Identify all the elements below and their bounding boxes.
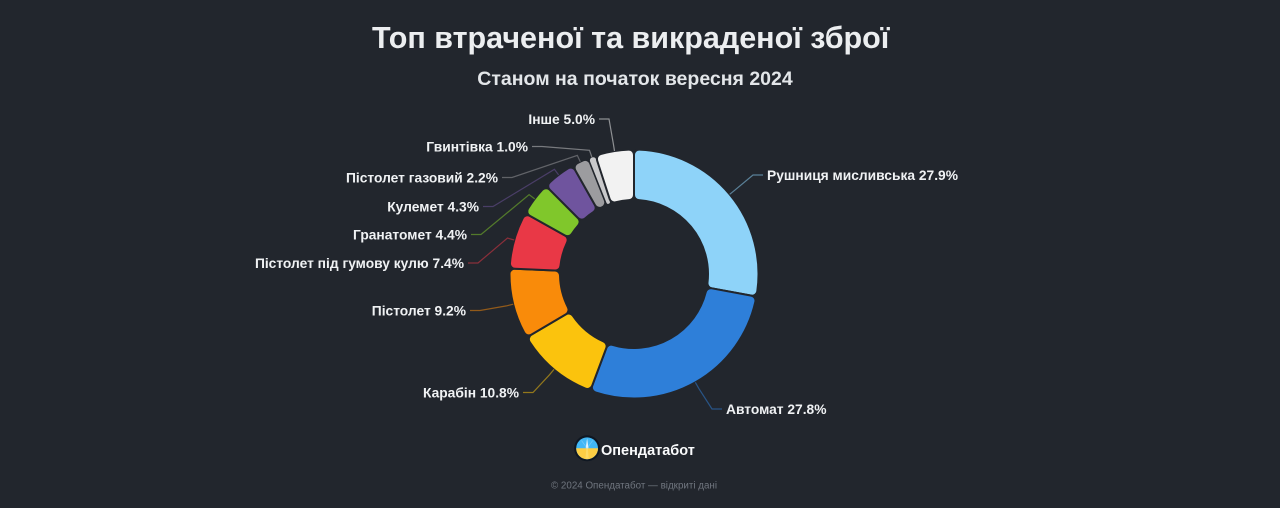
svg-text:Пістолет 9.2%: Пістолет 9.2% [372,304,466,319]
svg-text:Гвинтівка 1.0%: Гвинтівка 1.0% [426,140,528,155]
svg-text:Станом на початок вересня 2024: Станом на початок вересня 2024 [477,68,793,90]
svg-text:Топ втраченої та викраденої зб: Топ втраченої та викраденої зброї [372,21,891,55]
svg-text:Рушниця мисливська 27.9%: Рушниця мисливська 27.9% [767,168,958,183]
svg-text:Пістолет газовий 2.2%: Пістолет газовий 2.2% [346,171,498,186]
svg-text:Кулемет 4.3%: Кулемет 4.3% [387,200,479,215]
svg-text:© 2024 Опендатабот — відкриті: © 2024 Опендатабот — відкриті дані [551,480,717,491]
svg-text:Опендатабот: Опендатабот [601,443,695,459]
svg-text:Гранатомет 4.4%: Гранатомет 4.4% [353,228,467,243]
svg-text:Карабін 10.8%: Карабін 10.8% [423,386,519,401]
svg-text:Пістолет під гумову кулю 7.4%: Пістолет під гумову кулю 7.4% [255,256,464,271]
svg-text:Інше 5.0%: Інше 5.0% [528,112,595,127]
svg-text:Автомат 27.8%: Автомат 27.8% [726,402,827,417]
